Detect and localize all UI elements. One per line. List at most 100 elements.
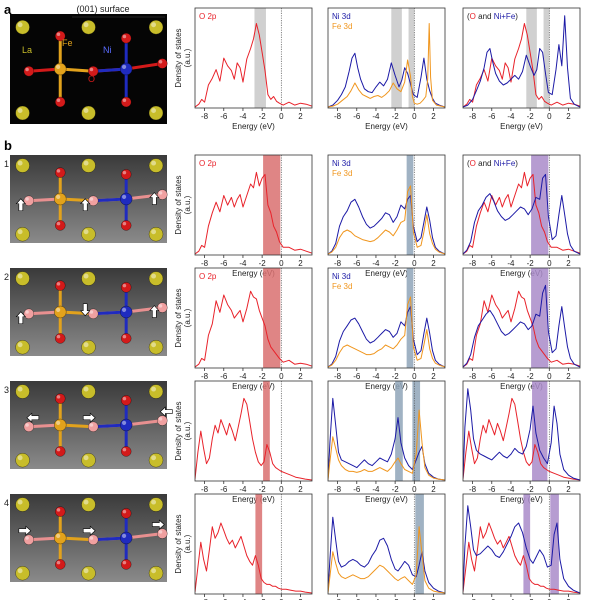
dos-panel-b2-2: -8 -6 -4 -2 0 2 Energy (eV) — [327, 267, 446, 391]
ni-atom — [120, 531, 133, 545]
la-atom-highlight — [17, 22, 23, 28]
o-atom-highlight — [56, 32, 61, 36]
o-atom-highlight — [56, 282, 61, 286]
o-surface-atom — [88, 308, 99, 319]
o-atom-highlight — [122, 98, 127, 102]
la-atom-highlight — [17, 455, 23, 461]
x-tick-label: -8 — [201, 259, 209, 268]
dos-row-a: Density of states (a.u.) -8 -6 -4 -2 0 2 Energy … — [174, 7, 581, 131]
arrow-shape — [15, 198, 27, 212]
x-tick-label: -6 — [488, 372, 496, 381]
fe-atom — [54, 192, 67, 206]
o-atom — [121, 508, 132, 519]
o-atom-highlight — [122, 560, 127, 565]
series-o — [463, 290, 580, 368]
o-surface-atom-highlight — [158, 304, 163, 308]
o-surface-atom — [23, 421, 34, 432]
legend-part: Ni+Fe — [494, 159, 516, 168]
displacement-arrow-right — [151, 519, 165, 530]
dos-row-b4: Density of states(a.u.) -8 -6 -4 -2 0 2 Energy … — [174, 493, 581, 600]
x-tick-label: -2 — [259, 259, 267, 268]
gap-shade — [550, 494, 559, 594]
x-tick-label: 0 — [547, 598, 552, 600]
series-ni-3d — [328, 516, 445, 594]
x-tick-label: -2 — [259, 112, 267, 121]
series-o-2p — [195, 23, 312, 108]
x-tick-label: -4 — [507, 485, 515, 494]
structure-a: (001) surface La Fe Ni O — [10, 4, 168, 124]
gap-shade — [263, 155, 281, 255]
arrow-shape — [80, 198, 91, 212]
x-axis-label: Energy (eV) — [365, 269, 408, 278]
x-tick-label: -2 — [527, 485, 535, 494]
la-atom — [81, 453, 96, 468]
x-tick-label: -4 — [372, 112, 380, 121]
o-surface-atom-highlight — [89, 310, 94, 314]
series-o-2p — [195, 171, 312, 255]
x-tick-label: -4 — [507, 372, 515, 381]
x-tick-label: 2 — [298, 112, 303, 121]
o-surface-atom-highlight — [25, 423, 29, 427]
series-o — [463, 397, 580, 481]
o-surface-atom — [88, 534, 99, 545]
x-tick-label: -4 — [239, 372, 247, 381]
displacement-arrow-down — [80, 303, 91, 317]
o-surface-atom-highlight — [25, 536, 29, 540]
x-tick-label: -8 — [334, 259, 342, 268]
o-surface-atom — [88, 66, 99, 77]
x-tick-label: -8 — [334, 598, 342, 600]
o-surface-atom-highlight — [158, 60, 163, 64]
plot-frame — [194, 380, 313, 482]
legend-part: O — [470, 12, 476, 21]
arrow-shape — [82, 412, 96, 423]
plot-frame — [327, 154, 446, 256]
series-o-2p — [195, 522, 312, 594]
o-atom — [121, 96, 132, 108]
dos-row-b2: Density of states (a.u.) -8 -6 -4 -2 0 2 Energy … — [174, 267, 581, 391]
arrow-shape — [82, 525, 96, 536]
x-tick-label: 0 — [279, 598, 284, 600]
la-atom — [148, 227, 164, 242]
x-tick-label: -6 — [488, 598, 496, 600]
gap-shade — [408, 8, 415, 108]
x-tick-label: -6 — [353, 485, 361, 494]
fe-atom-highlight — [56, 307, 61, 312]
la-atom-highlight — [151, 273, 157, 279]
o-surface-atom-highlight — [89, 197, 94, 201]
plot-frame — [327, 380, 446, 482]
dos-panel-b4-1: -8 -6 -4 -2 0 2 Energy (eV) — [194, 493, 313, 600]
series-o — [463, 23, 580, 108]
o-atom-highlight — [56, 221, 61, 226]
legend-fe3d: Fe 3d — [332, 22, 352, 31]
arrow-shape — [80, 303, 91, 317]
plot-frame — [462, 493, 581, 595]
dos-panel-a-1: -8 -6 -4 -2 0 2 Energy (eV) — [194, 7, 313, 131]
x-tick-label: 0 — [279, 259, 284, 268]
x-tick-label: 0 — [547, 485, 552, 494]
plot-frame — [194, 493, 313, 595]
x-tick-label: 0 — [412, 259, 417, 268]
o-surface-atom-highlight — [25, 310, 29, 314]
x-tick-label: -4 — [507, 259, 515, 268]
label-ni: Ni — [103, 45, 112, 55]
label-fe: Fe — [62, 38, 73, 48]
x-tick-label: -2 — [392, 259, 400, 268]
dos-panel-b4-3: -8 -6 -4 -2 0 2 Energy (eV) — [462, 493, 581, 600]
x-axis-label: Energy (eV) — [232, 495, 275, 504]
legend-o2p: O 2p — [199, 159, 217, 168]
series-o-2p — [195, 397, 312, 481]
plot-frame — [194, 154, 313, 256]
la-atom — [148, 453, 164, 468]
dos-panel-b1-3: -8 -6 -4 -2 0 2 Energy (eV) — [462, 154, 581, 278]
la-atom — [81, 384, 96, 399]
legend-part: O — [470, 159, 476, 168]
gap-shade — [406, 155, 414, 255]
dos-row-b1: Density of states (a.u.) -8 -6 -4 -2 0 2 Energy … — [174, 154, 581, 278]
fe-atom-highlight — [56, 194, 61, 199]
x-tick-label: -8 — [469, 598, 477, 600]
legend-part: and — [476, 12, 494, 21]
o-atom — [121, 169, 132, 180]
x-tick-label: -4 — [507, 112, 515, 121]
x-tick-label: -8 — [469, 372, 477, 381]
o-atom — [121, 446, 132, 457]
